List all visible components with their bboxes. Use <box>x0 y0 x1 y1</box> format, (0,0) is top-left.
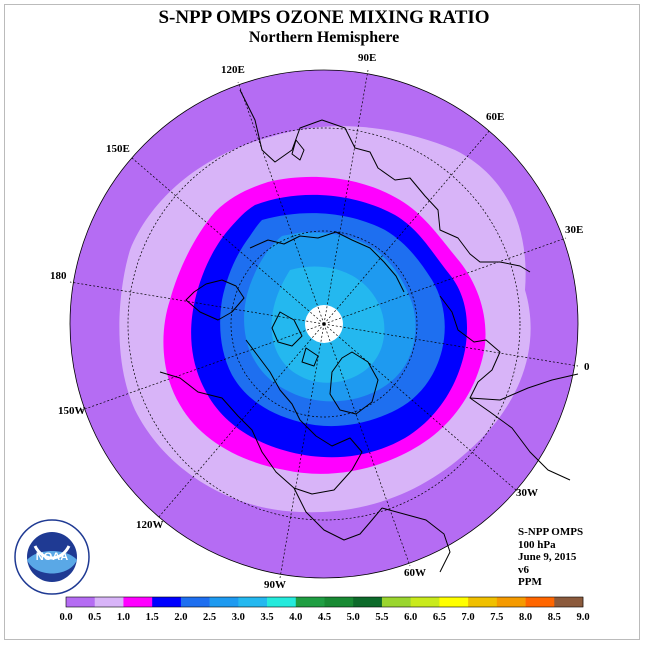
coast-central-america <box>293 487 383 541</box>
colorbar-tick-label: 1.0 <box>117 612 130 623</box>
colorbar-swatch <box>381 597 411 607</box>
coast-japan <box>291 139 305 161</box>
meridian-120e <box>237 81 325 325</box>
colorbar-swatch <box>324 597 354 607</box>
lon-label-0: 0 <box>584 361 590 373</box>
colorbar-swatch <box>353 597 383 607</box>
colorbar-swatch <box>267 597 297 607</box>
meridian-90e <box>323 69 369 325</box>
lon-label-90e: 90E <box>358 52 376 64</box>
colorbar-tick-label: 5.0 <box>347 612 360 623</box>
colorbar-swatch <box>525 597 555 607</box>
colorbar-tick-label: 4.0 <box>289 612 302 623</box>
colorbar-tick-label: 5.5 <box>375 612 388 623</box>
colorbar-swatch <box>94 597 124 607</box>
lon-label-120w: 120W <box>136 519 164 531</box>
colorbar-tick-label: 3.5 <box>260 612 273 623</box>
meridian-120w <box>157 323 325 519</box>
colorbar-swatch <box>123 597 153 607</box>
lon-label-90w: 90W <box>264 579 286 591</box>
lon-label-180: 180 <box>50 270 67 282</box>
colorbar-swatch <box>152 597 182 607</box>
latitude-circle-60 <box>230 230 418 418</box>
info-version: v6 <box>518 563 529 576</box>
logo-noaa-text: NOAA <box>36 551 68 563</box>
colorbar-border <box>65 596 584 608</box>
colorbar-swatch <box>238 597 268 607</box>
coast-south-america <box>381 507 451 573</box>
colorbar-tick-label: 6.0 <box>404 612 417 623</box>
colorbar-tick-label: 8.0 <box>519 612 532 623</box>
coast-eurasia <box>239 89 531 273</box>
dataset-info: S-NPP OMPS 100 hPa June 9, 2015 v6 PPM <box>518 526 583 589</box>
meridian-60w <box>323 323 411 567</box>
colorbar-tick-label: 0.5 <box>88 612 101 623</box>
lon-label-150w: 150W <box>58 405 86 417</box>
colorbar-tick-label: 1.5 <box>146 612 159 623</box>
noaa-logo-icon: NOAA <box>14 519 90 595</box>
info-instrument: S-NPP OMPS <box>518 526 584 538</box>
colorbar-tick-label: 2.5 <box>203 612 216 623</box>
colorbar-swatch <box>439 597 469 607</box>
longitude-labels: 90E 60E 30E 0 30W 60W 90W 120W 150W 180 … <box>50 52 590 591</box>
lon-label-60e: 60E <box>486 111 504 123</box>
colorbar: 0.0 0.5 1.0 1.5 2.0 2.5 3.0 3.5 4.0 4.5 5.0 5.5 6.0 6… <box>59 596 590 623</box>
colorbar-swatch <box>468 597 498 607</box>
meridian-180 <box>69 281 325 325</box>
lon-label-30w: 30W <box>516 487 538 499</box>
coast-north-america <box>159 339 363 495</box>
lon-label-60w: 60W <box>404 567 426 579</box>
info-pressure-level: 100 hPa <box>518 538 556 551</box>
colorbar-tick-label: 0.0 <box>59 612 72 623</box>
meridian-60e <box>323 129 491 325</box>
meridian-90w <box>279 323 325 579</box>
colorbar-swatch <box>410 597 440 607</box>
colorbar-tick-label: 4.5 <box>318 612 331 623</box>
colorbar-tick-label: 3.0 <box>232 612 245 623</box>
graticule <box>69 69 579 579</box>
meridian-150w <box>81 323 325 411</box>
meridian-0 <box>323 323 579 367</box>
meridian-30e <box>323 237 567 325</box>
lon-label-150e: 150E <box>106 143 130 155</box>
coast-africa <box>469 373 579 401</box>
map-subtitle: Northern Hemisphere <box>248 29 400 46</box>
colorbar-tick-label: 8.5 <box>548 612 561 623</box>
lon-label-120e: 120E <box>221 64 245 76</box>
colorbar-swatch <box>496 597 526 607</box>
info-units: PPM <box>518 576 542 588</box>
figure-frame <box>4 4 640 640</box>
colorbar-tick-label: 2.0 <box>174 612 187 623</box>
colorbar-tick-label: 7.0 <box>462 612 475 623</box>
coast-alaska <box>185 279 245 321</box>
latitude-circle-30 <box>127 127 521 521</box>
lon-label-30e: 30E <box>565 224 583 236</box>
map-title: S-NPP OMPS OZONE MIXING RATIO <box>158 7 490 28</box>
info-date: June 9, 2015 <box>518 551 577 563</box>
colorbar-swatch <box>295 597 325 607</box>
colorbar-swatch <box>554 597 584 607</box>
colorbar-tick-label: 9.0 <box>576 612 589 623</box>
colorbar-swatch <box>209 597 239 607</box>
colorbar-swatch <box>66 597 96 607</box>
colorbar-tick-label: 7.5 <box>490 612 503 623</box>
coast-greenland <box>329 351 379 415</box>
colorbar-swatch <box>180 597 210 607</box>
colorbar-tick-label: 6.5 <box>433 612 446 623</box>
coast-arctic-islands <box>271 311 319 367</box>
coast-europe <box>439 295 571 481</box>
